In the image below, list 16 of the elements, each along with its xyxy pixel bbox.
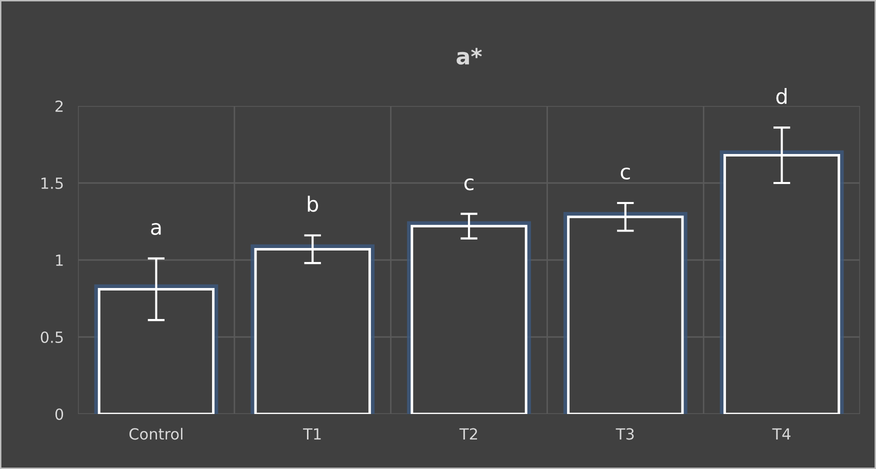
text: d [776, 88, 787, 104]
chart-title: a* [456, 48, 482, 65]
y-tick-label: 2 [56, 100, 63, 112]
x-tick-label: T3 [616, 428, 634, 440]
annotation: c [620, 168, 630, 180]
y-tick-label: 1.5 [41, 178, 63, 190]
y-tick-label: 0 [55, 408, 64, 420]
x-tick-label: T4 [772, 428, 790, 440]
y-tick-label: 1 [56, 254, 63, 266]
annotation: c [464, 178, 474, 190]
x-tick-label: Control [129, 428, 182, 440]
annotation: a [151, 223, 161, 235]
y-tick-label: 0.5 [40, 331, 63, 344]
annotation: b [308, 196, 318, 212]
x-tick-label: T2 [459, 428, 477, 440]
x-tick-label: T1 [303, 428, 321, 440]
